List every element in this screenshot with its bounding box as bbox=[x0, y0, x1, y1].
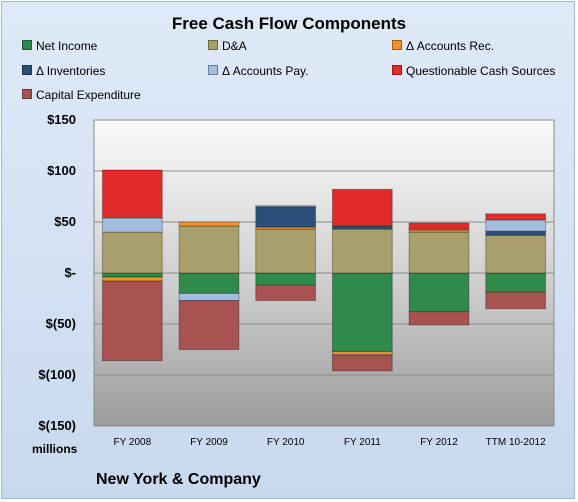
legend-swatch-inventories bbox=[22, 65, 32, 75]
bar-segment bbox=[331, 272, 393, 353]
bar-segment bbox=[101, 280, 163, 362]
bar-segment bbox=[178, 300, 240, 351]
bar-segment bbox=[255, 284, 317, 302]
legend-questionable: Questionable Cash Sources bbox=[392, 64, 555, 78]
y-tick-label: $(150) bbox=[38, 418, 76, 433]
bar-segment bbox=[101, 272, 163, 278]
legend-label-inventories: Δ Inventories bbox=[36, 64, 106, 78]
legend-swatch-net-income bbox=[22, 40, 32, 50]
x-tick-label: TTM 10-2012 bbox=[486, 437, 546, 448]
legend-net-income: Net Income bbox=[22, 39, 97, 53]
bar-segment bbox=[101, 276, 163, 282]
bar-segment bbox=[485, 291, 547, 310]
bar-segment bbox=[408, 222, 470, 230]
y-axis-ticks: $150 $100 $50 $- $(50) $(100) $(150) bbox=[38, 112, 76, 433]
company-name: New York & Company bbox=[96, 471, 261, 488]
bar-segment bbox=[101, 217, 163, 233]
bar-segment bbox=[255, 226, 317, 230]
bar-segment bbox=[485, 234, 547, 274]
bar-segment bbox=[331, 228, 393, 274]
legend-label-da: D&A bbox=[222, 39, 247, 53]
chart-title: Free Cash Flow Components bbox=[171, 14, 407, 33]
bar-segment bbox=[408, 272, 470, 313]
bar-segment bbox=[485, 219, 547, 232]
bar-segment bbox=[178, 292, 240, 302]
grid-lines bbox=[94, 119, 554, 427]
bar-segment bbox=[255, 206, 317, 228]
y-tick-label: $100 bbox=[47, 163, 76, 178]
x-axis-ticks: FY 2008 FY 2009 FY 2010 FY 2011 FY 2012 TTM 1… bbox=[114, 437, 547, 448]
legend-label-accounts-pay: Δ Accounts Pay. bbox=[222, 64, 309, 78]
y-tick-label: $(50) bbox=[46, 316, 76, 331]
bar-segment bbox=[178, 225, 240, 274]
bar-segment bbox=[485, 272, 547, 292]
y-axis-units-label: millions bbox=[32, 442, 78, 456]
x-tick-label: FY 2010 bbox=[267, 437, 305, 448]
bar-segment bbox=[331, 355, 393, 372]
bar-segment bbox=[101, 231, 163, 274]
x-tick-label: FY 2009 bbox=[190, 437, 228, 448]
legend-inventories: Δ Inventories bbox=[22, 64, 105, 78]
y-tick-label: $150 bbox=[47, 112, 76, 127]
legend-swatch-da bbox=[208, 40, 218, 50]
bar-segment bbox=[331, 188, 393, 227]
legend-swatch-accounts-rec bbox=[392, 40, 402, 50]
bar-segment bbox=[255, 272, 317, 286]
bar-segment bbox=[101, 169, 163, 219]
legend-swatch-questionable bbox=[392, 65, 402, 75]
bars bbox=[101, 169, 547, 372]
legend-label-capex: Capital Expenditure bbox=[36, 88, 141, 102]
bar-segment bbox=[485, 290, 547, 293]
legend-accounts-rec: Δ Accounts Rec. bbox=[392, 39, 494, 53]
bar-segment bbox=[178, 272, 240, 294]
legend-capex: Capital Expenditure bbox=[22, 88, 141, 102]
legend-accounts-pay: Δ Accounts Pay. bbox=[208, 64, 309, 78]
legend-label-questionable: Questionable Cash Sources bbox=[406, 64, 556, 78]
x-tick-label: FY 2011 bbox=[344, 437, 381, 448]
bar-segment bbox=[485, 213, 547, 221]
legend-label-net-income: Net Income bbox=[36, 39, 98, 53]
y-tick-label: $(100) bbox=[38, 367, 76, 382]
y-tick-label: $50 bbox=[54, 214, 76, 229]
legend-da: D&A bbox=[208, 39, 247, 53]
bar-segment bbox=[255, 205, 317, 208]
bar-segment bbox=[485, 230, 547, 236]
bar-segment bbox=[255, 228, 317, 274]
x-tick-label: FY 2008 bbox=[114, 437, 152, 448]
bar-segment bbox=[178, 221, 240, 227]
x-tick-label: FY 2012 bbox=[420, 437, 458, 448]
y-tick-label: $- bbox=[64, 265, 76, 280]
bar-segment bbox=[408, 231, 470, 274]
legend-label-accounts-rec: Δ Accounts Rec. bbox=[406, 39, 495, 53]
bar-segment bbox=[408, 311, 470, 326]
legend-swatch-accounts-pay bbox=[208, 65, 218, 75]
legend-swatch-capex bbox=[22, 89, 32, 99]
